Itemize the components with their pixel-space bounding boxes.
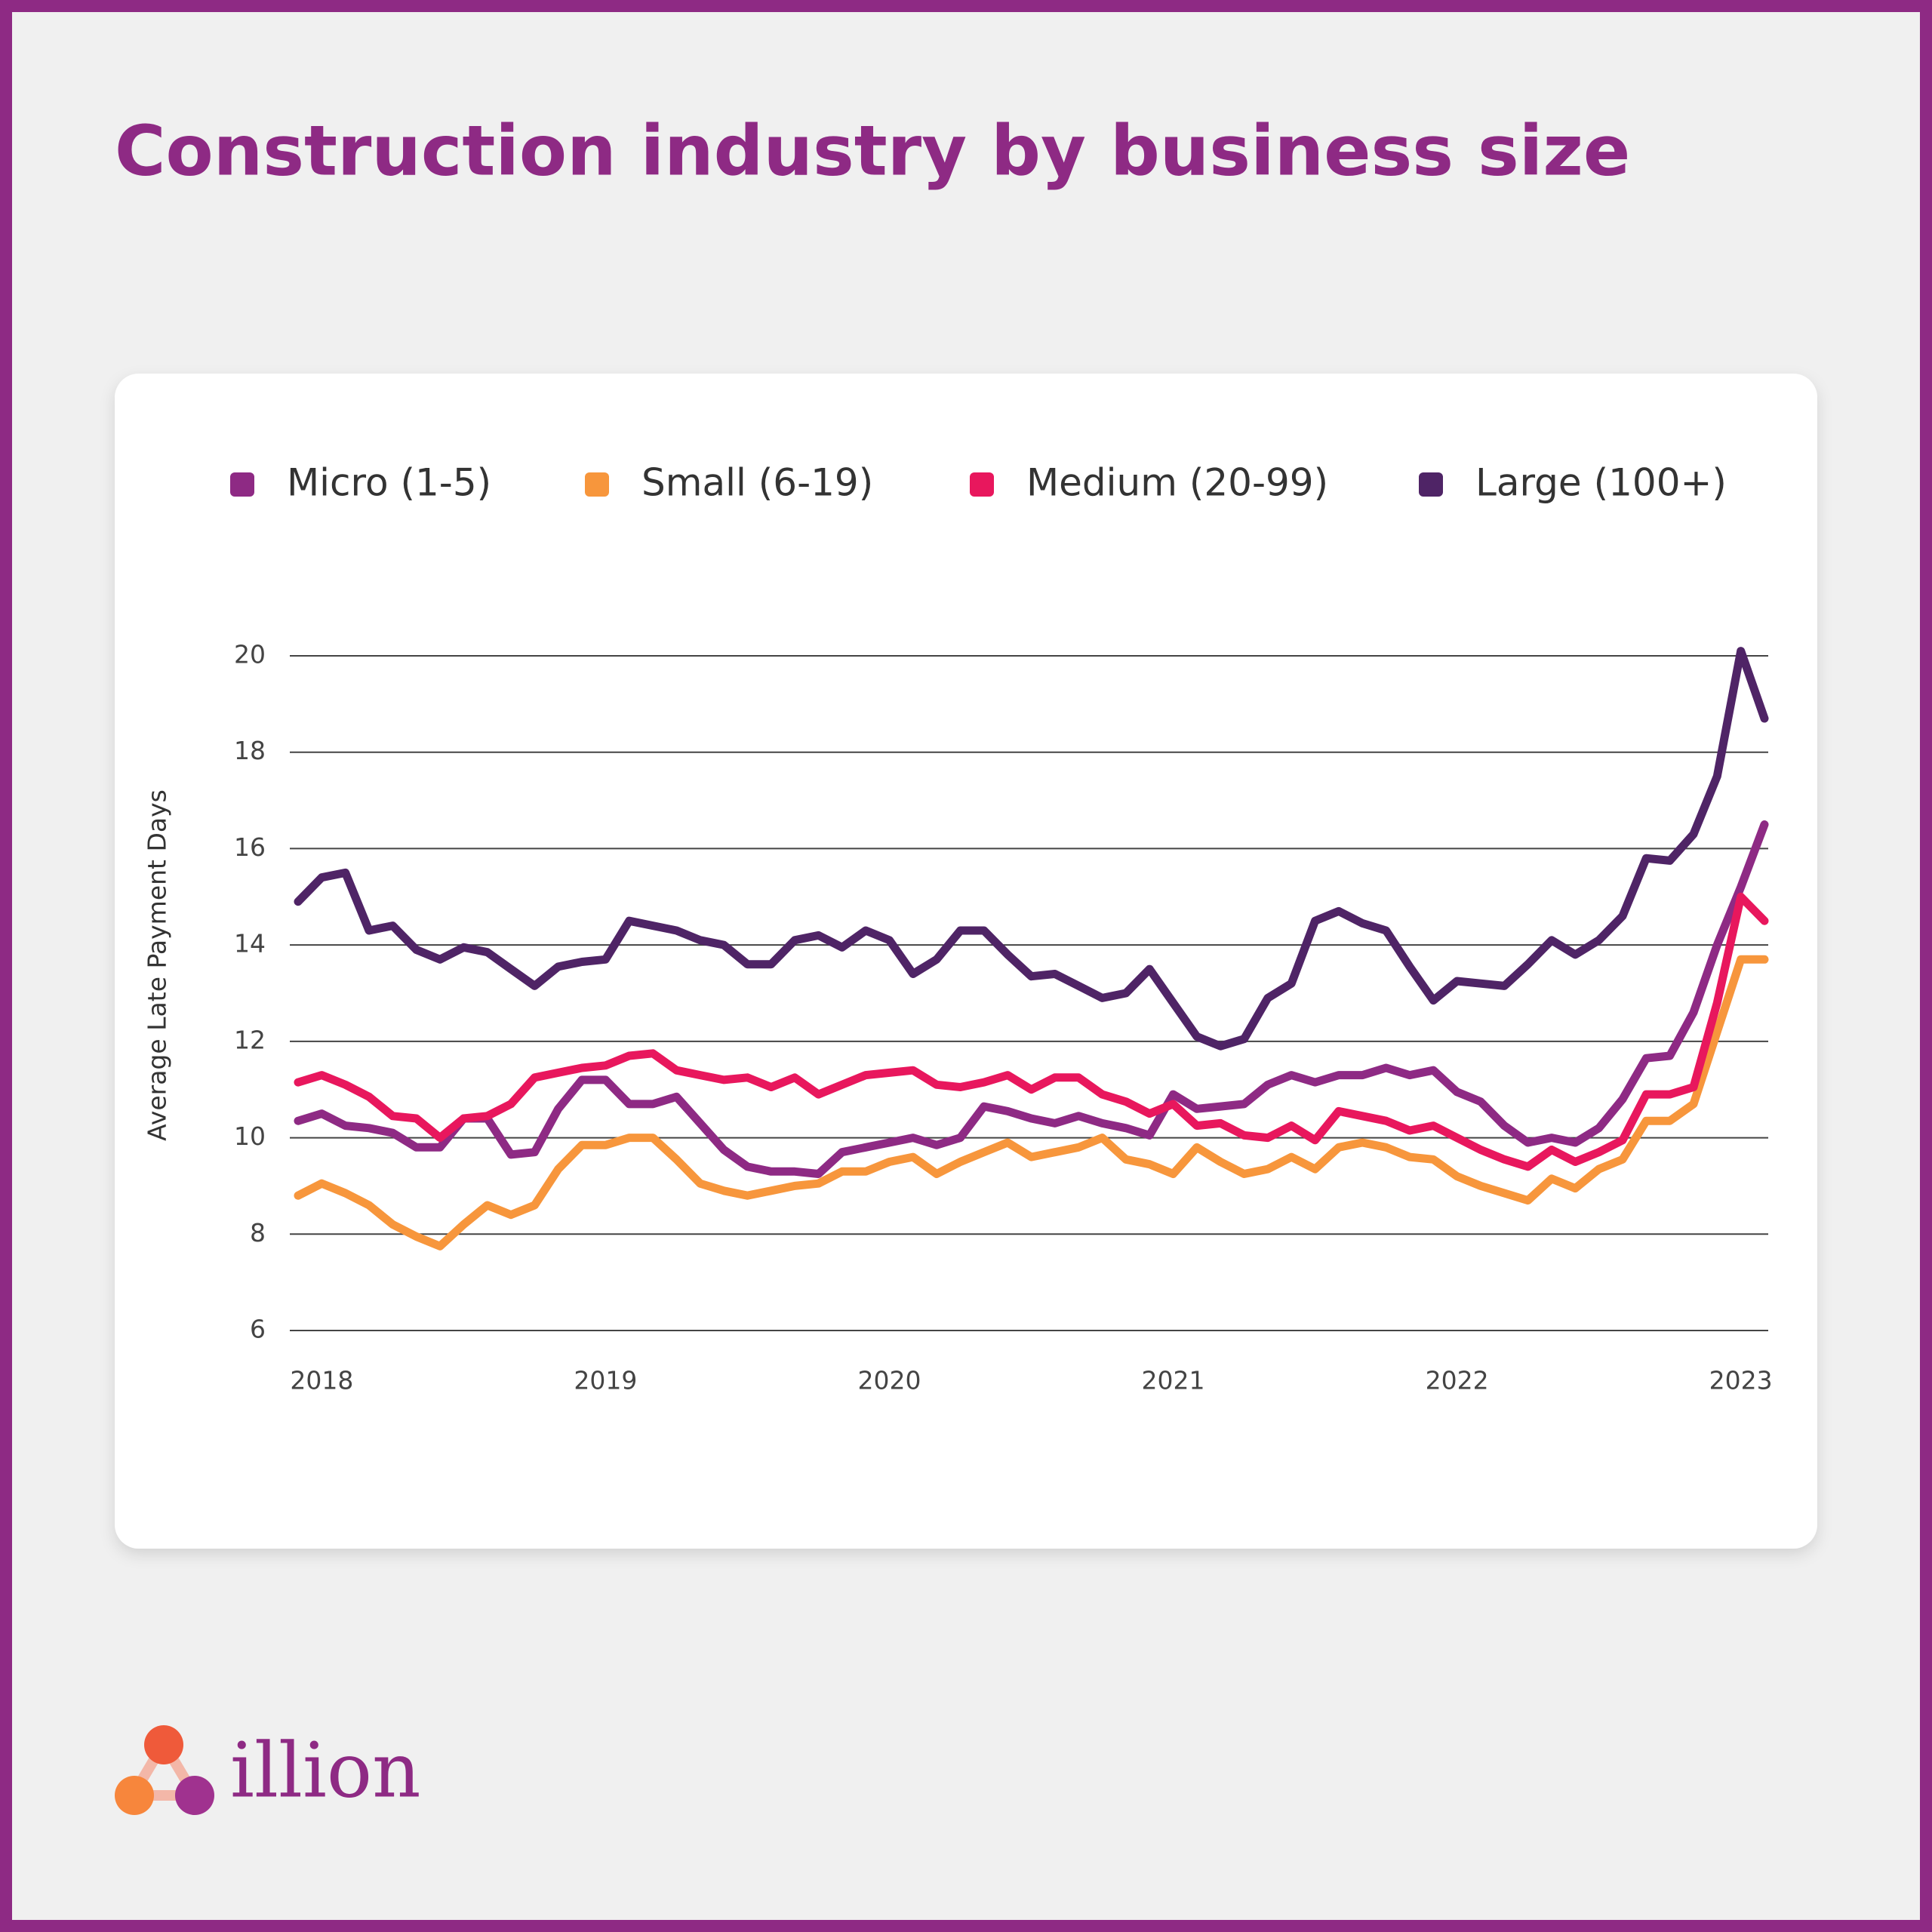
- y-tick-label: 14: [234, 929, 266, 958]
- chart-title: Construction industry by business size: [115, 110, 1630, 191]
- y-tick-label: 8: [250, 1218, 266, 1247]
- y-tick-label: 6: [250, 1315, 266, 1344]
- series-line: [294, 892, 1769, 1171]
- x-tick-label: 2022: [1426, 1366, 1489, 1395]
- y-axis-label: Average Late Payment Days: [143, 789, 172, 1141]
- logo: illion: [115, 1725, 421, 1815]
- legend-label: Micro (1-5): [287, 461, 491, 505]
- series-line: [294, 955, 1769, 1251]
- legend-label: Medium (20-99): [1026, 461, 1328, 505]
- logo-links: [123, 1733, 205, 1801]
- legend-label: Small (6-19): [641, 461, 873, 505]
- series-line: [294, 647, 1769, 1051]
- y-tick-label: 18: [234, 736, 266, 765]
- legend-marker: [1419, 472, 1443, 497]
- series-line: [294, 820, 1769, 1178]
- logo-dot: [144, 1725, 183, 1764]
- legend-marker: [230, 472, 254, 497]
- x-tick-label: 2018: [290, 1366, 353, 1395]
- x-tick-label: 2019: [574, 1366, 637, 1395]
- y-tick-label: 12: [234, 1025, 266, 1054]
- y-tick-label: 10: [234, 1121, 266, 1151]
- logo-dot: [175, 1776, 214, 1815]
- legend-marker: [585, 472, 609, 497]
- card: [115, 374, 1817, 1549]
- y-tick-label: 20: [234, 640, 266, 669]
- x-tick-label: 2020: [857, 1366, 921, 1395]
- logo-text: illion: [230, 1727, 421, 1815]
- legend-label: Large (100+): [1475, 461, 1727, 505]
- x-tick-label: 2021: [1142, 1366, 1205, 1395]
- y-tick-label: 16: [234, 832, 266, 862]
- legend-marker: [970, 472, 994, 497]
- x-tick-label: 2023: [1709, 1366, 1773, 1395]
- logo-dot: [115, 1776, 154, 1815]
